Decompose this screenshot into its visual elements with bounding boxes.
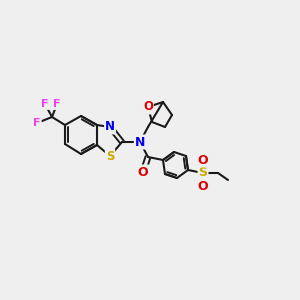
Text: O: O (198, 179, 208, 193)
Text: N: N (105, 121, 115, 134)
Text: S: S (199, 167, 208, 179)
Text: O: O (138, 166, 148, 178)
Text: O: O (198, 154, 208, 166)
Text: F: F (53, 99, 61, 109)
Text: N: N (135, 136, 145, 148)
Text: F: F (41, 99, 49, 109)
Text: S: S (106, 149, 114, 163)
Text: O: O (143, 100, 153, 113)
Text: F: F (33, 118, 41, 128)
